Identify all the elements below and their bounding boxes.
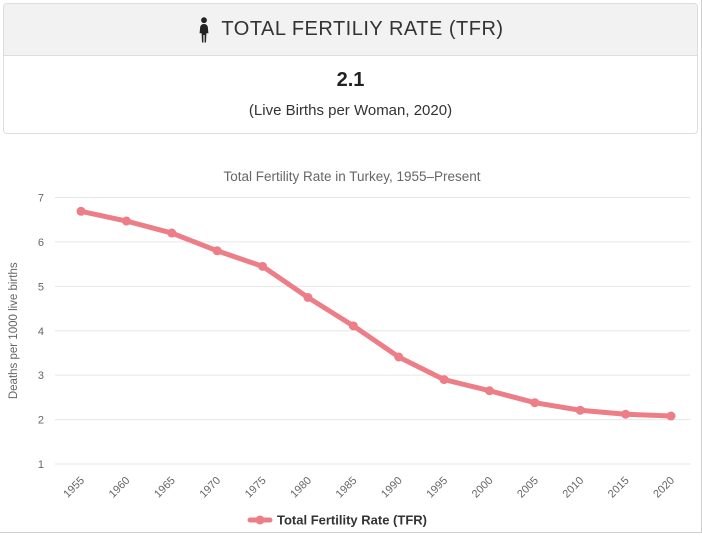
x-tick-label: 2005 [515,475,541,501]
legend-item[interactable]: Total Fertility Rate (TFR) [247,513,427,528]
series-line [78,208,674,419]
x-tick-label: 1970 [197,475,223,501]
y-tick-label: 7 [38,193,44,205]
y-tick-label: 3 [38,370,44,382]
stat-card: TOTAL FERTILIY RATE (TFR) 2.1 (Live Birt… [3,3,698,134]
legend-label: Total Fertility Rate (TFR) [277,513,427,528]
person-icon [200,16,209,42]
legend-marker-dot [255,515,265,525]
x-tick-label: 1995 [424,475,450,501]
data-point[interactable] [212,246,222,256]
x-tick-label: 2015 [606,475,632,501]
x-tick-label: 1990 [379,475,405,501]
x-tick-label: 1955 [61,475,87,501]
y-tick-label: 1 [38,459,44,471]
x-tick-label: 1960 [107,475,133,501]
data-point[interactable] [303,292,313,302]
data-point[interactable] [394,352,404,362]
data-point[interactable] [439,375,449,385]
data-point[interactable] [258,261,268,271]
stat-card-title: TOTAL FERTILIY RATE (TFR) [221,18,504,40]
tfr-chart-container: Total Fertility Rate in Turkey, 1955–Pre… [0,150,702,533]
x-tick-label: 2020 [651,475,677,501]
stat-caption: (Live Births per Woman, 2020) [248,102,453,119]
data-point[interactable] [575,405,585,415]
x-tick-label: 1965 [152,475,178,501]
x-tick-label: 1985 [334,475,360,501]
data-point[interactable] [348,321,358,331]
tfr-line-chart: Total Fertility Rate in Turkey, 1955–Pre… [8,169,690,528]
data-point[interactable] [76,206,86,216]
y-tick-label: 6 [38,237,44,249]
x-tick-label: 2010 [561,475,587,501]
x-tick-label: 1980 [288,475,314,501]
y-tick-label: 5 [38,281,44,293]
data-point[interactable] [121,216,131,226]
data-point[interactable] [666,411,676,421]
y-tick-label: 2 [38,415,44,427]
data-point[interactable] [621,409,631,419]
stat-card-header: TOTAL FERTILIY RATE (TFR) [4,4,697,56]
x-tick-label: 2000 [470,475,496,501]
data-point[interactable] [530,398,540,408]
data-point[interactable] [484,386,494,396]
stat-card-body: 2.1 (Live Births per Woman, 2020) [4,56,697,119]
data-point[interactable] [167,228,177,238]
x-tick-label: 1975 [243,475,269,501]
stat-value: 2.1 [336,69,365,91]
y-axis-title: Deaths per 1000 live births [8,262,20,399]
y-tick-label: 4 [38,326,44,338]
chart-title: Total Fertility Rate in Turkey, 1955–Pre… [223,169,480,184]
